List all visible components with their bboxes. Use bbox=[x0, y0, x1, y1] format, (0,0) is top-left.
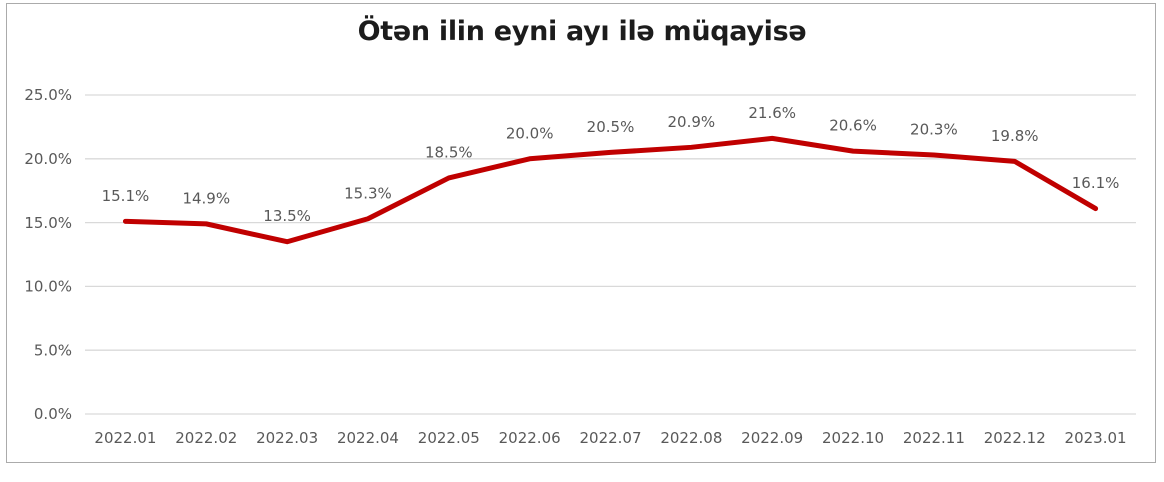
data-point-label: 15.3% bbox=[344, 184, 392, 202]
x-axis-tick-label: 2022.12 bbox=[984, 429, 1046, 447]
x-axis-tick-label: 2022.05 bbox=[418, 429, 480, 447]
x-axis-tick-label: 2022.02 bbox=[175, 429, 237, 447]
data-series-line bbox=[122, 135, 1099, 245]
data-point-label: 20.9% bbox=[668, 113, 716, 131]
x-axis-tick-label: 2022.04 bbox=[337, 429, 399, 447]
y-axis-tick-label: 25.0% bbox=[24, 86, 72, 104]
data-point-label: 20.6% bbox=[829, 117, 877, 135]
data-point-label: 15.1% bbox=[102, 187, 150, 205]
data-point-label: 14.9% bbox=[182, 189, 230, 207]
y-axis-tick-label: 15.0% bbox=[24, 214, 72, 232]
x-axis-tick-label: 2022.08 bbox=[660, 429, 722, 447]
x-axis-tick-label: 2022.01 bbox=[94, 429, 156, 447]
data-point-label: 19.8% bbox=[991, 127, 1039, 145]
y-axis-tick-label: 5.0% bbox=[34, 341, 72, 359]
x-axis-tick-label: 2022.09 bbox=[741, 429, 803, 447]
x-axis-tick-label: 2022.03 bbox=[256, 429, 318, 447]
chart-area-border bbox=[6, 3, 1156, 463]
data-point-label: 21.6% bbox=[748, 104, 796, 122]
x-axis-tick-label: 2022.06 bbox=[499, 429, 561, 447]
chart-title: Ötən ilin eyni ayı ilə müqayisə bbox=[357, 16, 807, 47]
x-axis-tick-label: 2023.01 bbox=[1065, 429, 1127, 447]
data-point-label: 16.1% bbox=[1072, 174, 1120, 192]
y-axis-tick-label: 20.0% bbox=[24, 150, 72, 168]
data-point-label: 18.5% bbox=[425, 143, 473, 161]
data-point-label: 13.5% bbox=[263, 207, 311, 225]
data-point-label: 20.0% bbox=[506, 124, 554, 142]
x-axis-tick-label: 2022.07 bbox=[579, 429, 641, 447]
x-axis-tick-label: 2022.10 bbox=[822, 429, 884, 447]
x-axis-tick-label: 2022.11 bbox=[903, 429, 965, 447]
y-axis-tick-label: 10.0% bbox=[24, 278, 72, 296]
data-point-label: 20.3% bbox=[910, 120, 958, 138]
data-point-label: 20.5% bbox=[587, 118, 635, 136]
y-axis-tick-label: 0.0% bbox=[34, 405, 72, 423]
